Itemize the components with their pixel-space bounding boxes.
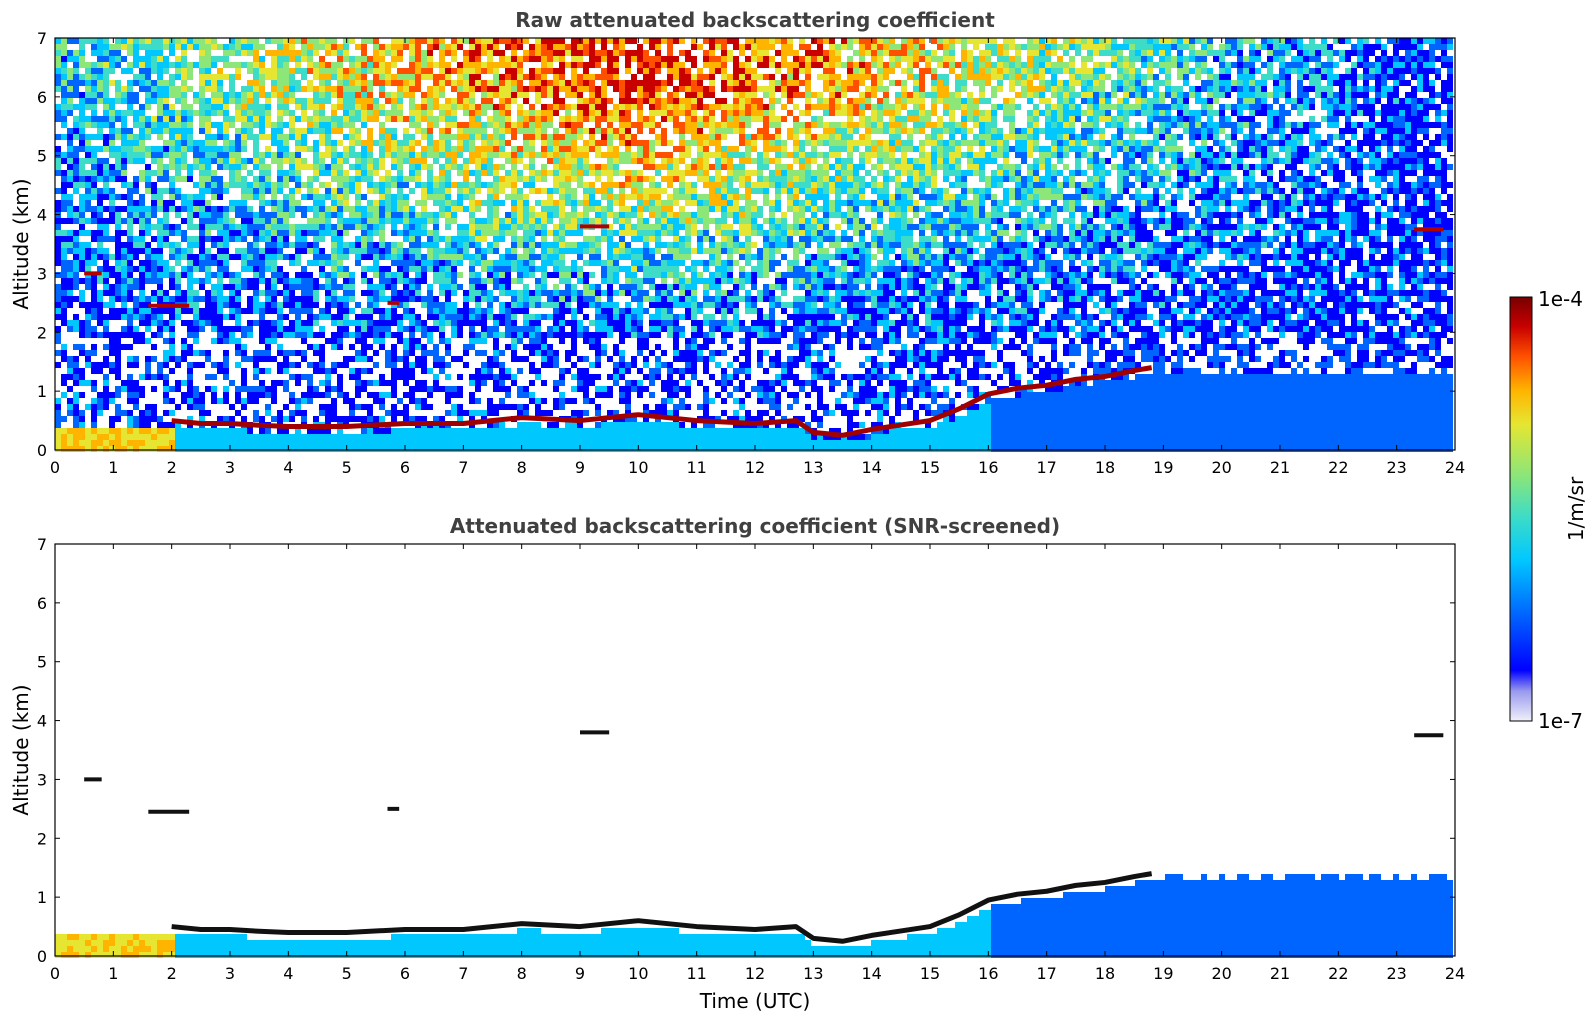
x-tick-label: 12 (745, 964, 765, 983)
x-tick-label: 8 (517, 458, 527, 477)
axes: 0 1 2 3 4 5 6 7 8 9 10 11 12 13 14 15 16 17 18 19 20 21 22 23 24… (37, 29, 1465, 477)
y-tick-label: 2 (37, 829, 47, 848)
chart-title: Raw attenuated backscattering coefficien… (515, 8, 995, 32)
x-tick-label: 17 (1036, 964, 1056, 983)
heatmap-cells (175, 910, 991, 958)
x-tick-label: 13 (803, 458, 823, 477)
cloud-base-layer (171, 871, 1153, 944)
x-tick-label: 21 (1270, 964, 1290, 983)
x-tick-label: 10 (628, 458, 648, 477)
x-tick-label: 7 (458, 458, 468, 477)
x-tick-label: 2 (167, 458, 177, 477)
x-tick-label: 18 (1095, 964, 1115, 983)
x-tick-label: 6 (400, 458, 410, 477)
x-tick-label: 21 (1270, 458, 1290, 477)
x-tick-label: 23 (1386, 964, 1406, 983)
colorbar-max-label: 1e-4 (1538, 287, 1583, 311)
x-tick-label: 18 (1095, 458, 1115, 477)
axes: 0 1 2 3 4 5 6 7 8 9 10 11 12 13 14 15 16 17 18 19 20 21 22 23 24… (37, 535, 1465, 983)
raw-backscatter-marks (84, 224, 1444, 438)
raw-backscatter-field (55, 38, 1453, 452)
x-tick-label: 1 (108, 964, 118, 983)
y-tick-label: 0 (37, 947, 47, 966)
colorbar-gradient (1509, 296, 1533, 722)
x-tick-label: 5 (342, 458, 352, 477)
x-tick-label: 12 (745, 458, 765, 477)
colorbar-unit-label: 1/m/sr (1564, 476, 1588, 541)
y-tick-label: 6 (37, 594, 47, 613)
x-tick-label: 15 (920, 964, 940, 983)
raw-backscatter-panel: 0 1 2 3 4 5 6 7 8 9 10 11 12 13 14 15 16 17 18 19 20 21 22 23 24… (9, 8, 1465, 477)
x-axis-label: Time (UTC) (699, 989, 811, 1013)
x-tick-label: 0 (50, 458, 60, 477)
x-tick-label: 24 (1445, 458, 1465, 477)
x-tick-label: 24 (1445, 964, 1465, 983)
y-tick-label: 2 (37, 323, 47, 342)
x-tick-label: 22 (1328, 964, 1348, 983)
snr-screened-marks (84, 730, 1444, 944)
y-axis-label: Altitude (km) (9, 178, 33, 309)
y-tick-label: 1 (37, 888, 47, 907)
x-tick-label: 9 (575, 964, 585, 983)
x-tick-label: 14 (861, 458, 881, 477)
heatmap-cells (55, 38, 1453, 440)
heatmap-cells (55, 38, 1453, 452)
x-tick-label: 9 (575, 458, 585, 477)
x-tick-label: 11 (686, 964, 706, 983)
x-tick-label: 20 (1211, 458, 1231, 477)
y-tick-label: 6 (37, 88, 47, 107)
x-tick-label: 15 (920, 458, 940, 477)
heatmap-cells (55, 38, 1453, 452)
x-tick-label: 7 (458, 964, 468, 983)
x-tick-label: 13 (803, 964, 823, 983)
chart-title: Attenuated backscattering coefficient (S… (450, 514, 1060, 538)
heatmap-cells (55, 38, 1189, 452)
y-tick-label: 0 (37, 441, 47, 460)
x-tick-label: 10 (628, 964, 648, 983)
snr-screened-field (55, 874, 1453, 958)
x-tick-label: 1 (108, 458, 118, 477)
heatmap-cells (301, 38, 961, 188)
y-tick-label: 1 (37, 382, 47, 401)
x-tick-label: 22 (1328, 458, 1348, 477)
x-tick-label: 14 (861, 964, 881, 983)
x-tick-label: 4 (283, 458, 293, 477)
x-tick-label: 23 (1386, 458, 1406, 477)
heatmap-cells (61, 38, 1075, 452)
x-tick-label: 16 (978, 964, 998, 983)
colorbar: 1e-4 1e-7 1/m/sr (1509, 287, 1588, 733)
y-tick-label: 7 (37, 535, 47, 554)
heatmap-cells (427, 38, 865, 146)
x-tick-label: 8 (517, 964, 527, 983)
x-tick-label: 16 (978, 458, 998, 477)
heatmap-cells (991, 874, 1453, 958)
y-tick-label: 4 (37, 712, 47, 731)
y-tick-label: 4 (37, 206, 47, 225)
x-tick-label: 11 (686, 458, 706, 477)
y-tick-label: 7 (37, 29, 47, 48)
x-tick-label: 17 (1036, 458, 1056, 477)
snr-screened-panel: 0 1 2 3 4 5 6 7 8 9 10 11 12 13 14 15 16 17 18 19 20 21 22 23 24… (9, 514, 1465, 1013)
x-tick-label: 3 (225, 458, 235, 477)
y-tick-label: 5 (37, 653, 47, 672)
y-tick-label: 3 (37, 264, 47, 283)
x-tick-label: 5 (342, 964, 352, 983)
y-tick-label: 3 (37, 770, 47, 789)
x-tick-label: 2 (167, 964, 177, 983)
x-tick-label: 19 (1153, 964, 1173, 983)
x-tick-label: 6 (400, 964, 410, 983)
x-tick-label: 3 (225, 964, 235, 983)
colorbar-min-label: 1e-7 (1538, 709, 1583, 733)
x-tick-label: 19 (1153, 458, 1173, 477)
x-tick-label: 20 (1211, 964, 1231, 983)
heatmap-cells (61, 934, 175, 958)
y-axis-label: Altitude (km) (9, 684, 33, 815)
cloud-base-layer (171, 365, 1153, 438)
x-tick-label: 4 (283, 964, 293, 983)
x-tick-label: 0 (50, 964, 60, 983)
y-tick-label: 5 (37, 147, 47, 166)
